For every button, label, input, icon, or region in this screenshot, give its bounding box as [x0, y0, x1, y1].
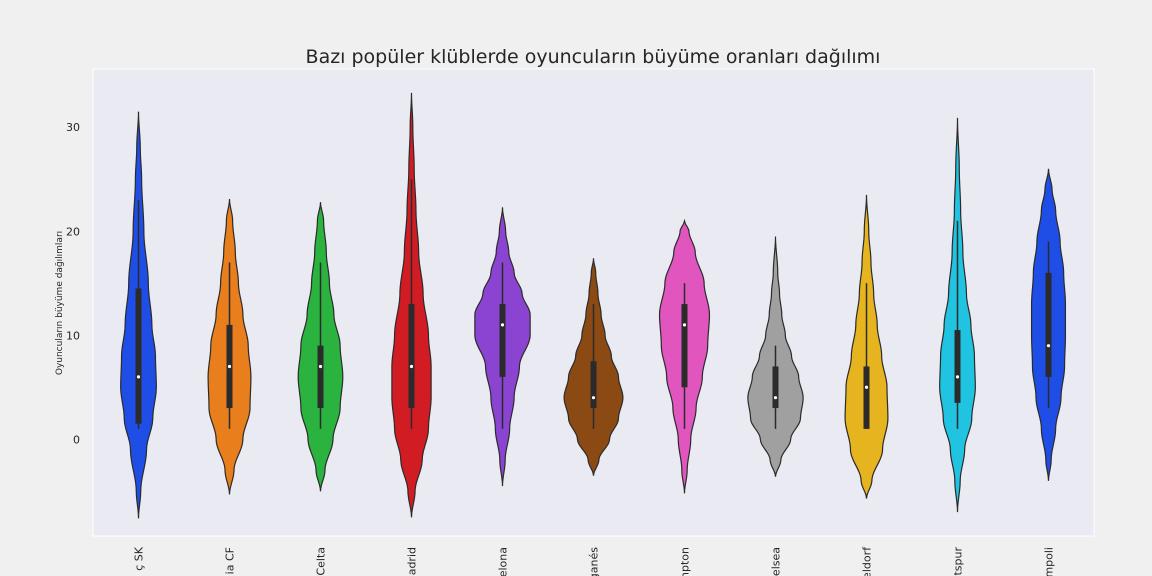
x-axis-ticks: ç SK ia CF Celta Madrid elona ganés npton elsea… [133, 546, 1056, 576]
chart-title: Bazı popüler klüblerde oyuncuların büyüm… [306, 46, 881, 68]
violin-iqr-box [954, 330, 961, 403]
violin-median-dot [773, 396, 778, 400]
violin-median-dot [864, 385, 869, 389]
violin-iqr-box [772, 366, 779, 409]
violin-iqr-box [408, 304, 415, 409]
violin-iqr-box [863, 366, 870, 429]
violin-iqr-box [499, 304, 506, 377]
violin-median-dot [591, 396, 596, 400]
y-axis-ticks: 0 10 20 30 [66, 121, 80, 446]
violin-median-dot [955, 375, 960, 379]
x-tick-label: npton [679, 547, 692, 576]
x-tick-label: Celta [315, 547, 328, 576]
x-tick-label: mpoli [1043, 547, 1056, 576]
x-tick-label: ganés [588, 547, 601, 576]
violin-iqr-box [135, 288, 142, 424]
y-tick-label: 20 [66, 225, 80, 238]
violin-median-dot [136, 375, 141, 379]
y-tick-label: 0 [73, 433, 80, 446]
violin-median-dot [227, 364, 232, 369]
violin-iqr-box [317, 345, 324, 409]
violin-median-dot [409, 364, 414, 369]
x-tick-label: eldorf [861, 546, 874, 576]
y-tick-label: 10 [66, 329, 80, 342]
violin-iqr-box [681, 304, 688, 388]
x-tick-label: Madrid [406, 547, 419, 576]
x-tick-label: elsea [770, 547, 783, 576]
violin-iqr-box [590, 361, 597, 409]
violin-median-dot [500, 323, 505, 327]
y-axis-label: Oyuncuların büyüme dağılımları [55, 231, 65, 375]
x-tick-label: elona [497, 547, 510, 576]
y-tick-label: 30 [66, 121, 80, 134]
violin-iqr-box [1045, 272, 1052, 377]
x-tick-label: ia CF [224, 547, 237, 574]
violin-median-dot [1046, 344, 1051, 348]
violin-median-dot [318, 364, 323, 369]
violin-median-dot [682, 323, 687, 327]
x-tick-label: tspur [952, 547, 965, 576]
x-tick-label: ç SK [133, 546, 146, 571]
violins [120, 92, 1067, 519]
